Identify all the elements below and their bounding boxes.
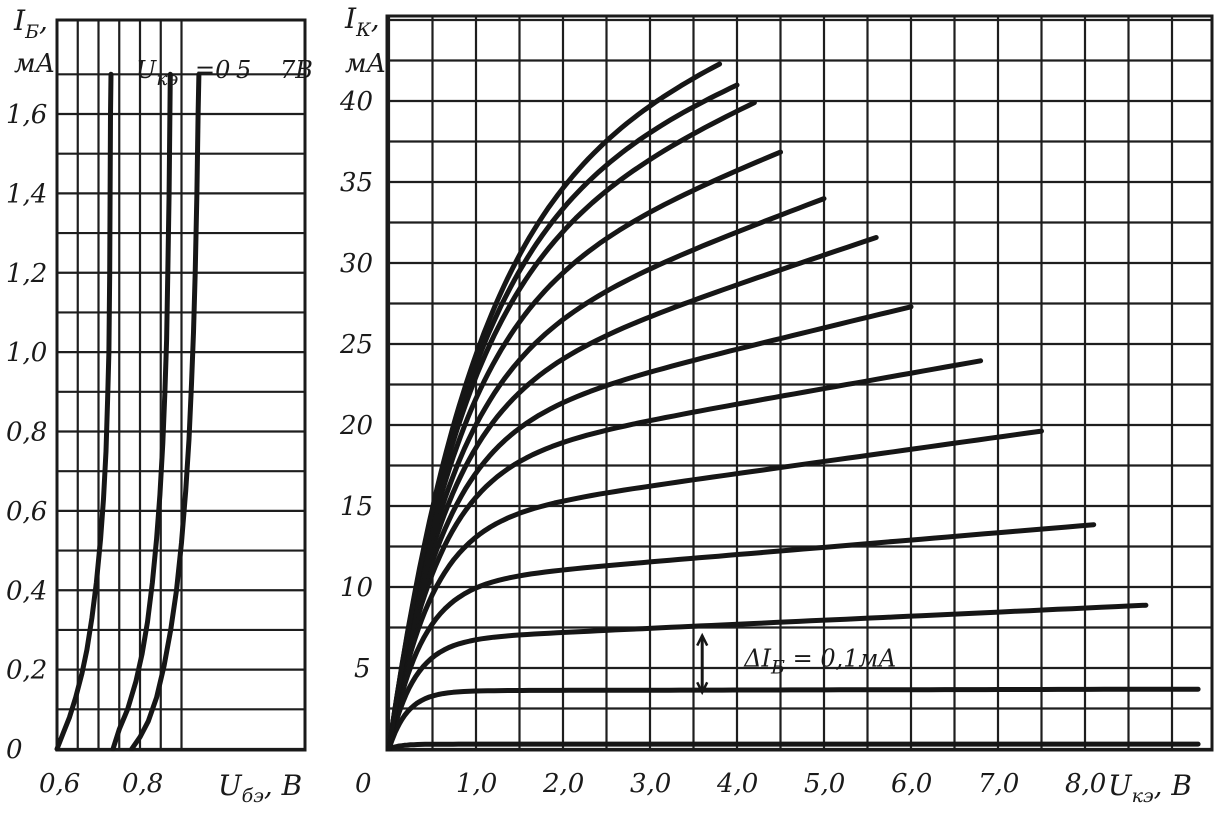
right-x-tick-label: 6,0 <box>891 769 932 799</box>
left-y-axis-title: IБ, <box>13 4 48 43</box>
output-curve-2 <box>386 602 1149 752</box>
right-y-tick-label: 25 <box>339 330 373 360</box>
left-x-tick-label: 0,6 <box>39 769 80 799</box>
right-y-tick-label: 20 <box>339 411 373 441</box>
right-x-tick-label: 5,0 <box>804 769 845 799</box>
right-y-axis-title: IК, <box>344 2 380 41</box>
delta-ib-label: ΔIБ = 0,1мА <box>743 644 896 678</box>
left-x-tick-label: 0,8 <box>122 769 163 799</box>
right-y-tick-label: 30 <box>340 249 373 279</box>
right-y-ticks: 5 10 15 20 25 30 35 40 <box>339 87 373 684</box>
right-x-ticks: 1,0 2,0 3,0 4,0 5,0 6,0 7,0 8,0 <box>456 769 1106 799</box>
left-grid <box>55 18 307 752</box>
input-curve-1 <box>110 71 173 752</box>
right-x-tick-label: 7,0 <box>978 769 1019 799</box>
right-frame <box>385 14 1214 752</box>
left-x-ticks: 0,6 0,8 <box>39 769 163 799</box>
right-origin-label: 0 <box>355 769 372 799</box>
right-y-tick-label: 15 <box>340 492 373 522</box>
annotation-arrow-head-down <box>696 681 709 696</box>
right-x-tick-label: 3,0 <box>630 769 671 799</box>
left-y-tick-label: 0,2 <box>6 656 47 686</box>
output-curve-4 <box>386 428 1044 752</box>
input-curve-2 <box>129 71 202 752</box>
delta-ib-annotation <box>696 632 709 696</box>
right-y-tick-label: 5 <box>354 654 371 684</box>
left-y-tick-label: 1,4 <box>6 179 47 209</box>
input-curve-0 <box>54 71 114 752</box>
right-x-tick-label: 8,0 <box>1065 769 1106 799</box>
right-x-tick-label: 2,0 <box>542 769 584 799</box>
right-x-tick-label: 1,0 <box>456 769 497 799</box>
input-characteristics-panel: 00,20,40,60,81,01,21,41,6 0,6 0,8 IБ, мА … <box>6 4 313 807</box>
left-y-tick-label: 0,4 <box>6 576 47 606</box>
left-y-tick-label: 0,8 <box>6 418 47 448</box>
right-x-tick-label: 4,0 <box>716 769 758 799</box>
right-y-tick-label: 35 <box>340 168 373 198</box>
right-curves <box>386 61 1201 752</box>
right-x-axis-title: Uкэ, B <box>1108 769 1192 807</box>
left-y-tick-label: 0,6 <box>6 497 47 527</box>
right-y-tick-label: 10 <box>340 573 373 603</box>
right-y-axis-unit: мА <box>345 49 386 79</box>
left-y-tick-label: 1,2 <box>6 259 47 289</box>
right-grid <box>385 14 1214 752</box>
left-y-tick-label: 1,0 <box>6 338 47 368</box>
left-y-tick-label: 0 <box>6 735 23 765</box>
legend-value-1: 5 <box>236 56 251 84</box>
right-y-tick-label: 40 <box>339 87 373 117</box>
output-curve-1 <box>386 686 1201 752</box>
output-curve-0 <box>386 741 1201 752</box>
annotation-arrow-head-up <box>696 632 709 647</box>
output-characteristics-panel: 5 10 15 20 25 30 35 40 1,0 2,0 3,0 4,0 5,0 6,0 7,0 8,0… <box>339 2 1214 807</box>
left-frame <box>55 18 307 752</box>
legend-value-2: 7B <box>280 56 313 84</box>
left-legend-prefix: Uкэ <box>136 56 178 90</box>
left-y-axis-unit: мА <box>14 49 55 79</box>
output-curve-3 <box>386 522 1097 752</box>
left-curves <box>54 71 202 752</box>
left-y-tick-label: 1,6 <box>6 100 47 130</box>
output-curve-12 <box>386 61 723 752</box>
legend-value-0: =0 <box>195 56 230 84</box>
left-y-ticks: 0 0,2 0,4 0,6 0,8 1,0 1,2 1,4 1,6 <box>6 100 47 765</box>
left-x-axis-title: Uбэ, B <box>218 769 302 807</box>
